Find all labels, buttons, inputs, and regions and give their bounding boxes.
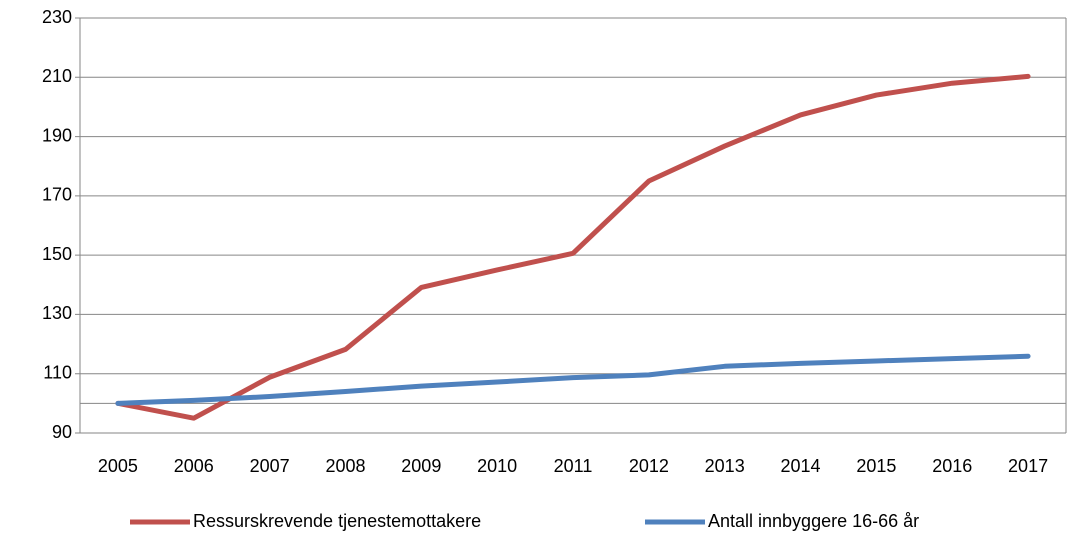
x-tick-label: 2005 [98, 456, 138, 476]
x-tick-label: 2016 [932, 456, 972, 476]
y-tick-label: 230 [42, 7, 72, 27]
x-tick-label: 2006 [174, 456, 214, 476]
y-tick-label: 210 [42, 66, 72, 86]
x-tick-label: 2017 [1008, 456, 1048, 476]
legend-label: Ressurskrevende tjenestemottakere [193, 511, 481, 531]
y-tick-label: 130 [42, 303, 72, 323]
x-tick-label: 2015 [856, 456, 896, 476]
series-line [115, 353, 1031, 406]
legend-label: Antall innbyggere 16-66 år [708, 511, 919, 531]
x-tick-label: 2013 [705, 456, 745, 476]
y-tick-label: 90 [52, 422, 72, 442]
x-tick-label: 2007 [250, 456, 290, 476]
x-tick-label: 2010 [477, 456, 517, 476]
y-tick-label: 150 [42, 244, 72, 264]
x-tick-label: 2012 [629, 456, 669, 476]
y-tick-label: 170 [42, 185, 72, 205]
y-tick-label: 110 [43, 362, 72, 382]
x-tick-label: 2008 [325, 456, 365, 476]
x-tick-label: 2009 [401, 456, 441, 476]
y-tick-label: 190 [42, 125, 72, 145]
x-tick-label: 2014 [781, 456, 821, 476]
x-tick-label: 2011 [554, 456, 593, 476]
series-line [115, 73, 1031, 421]
